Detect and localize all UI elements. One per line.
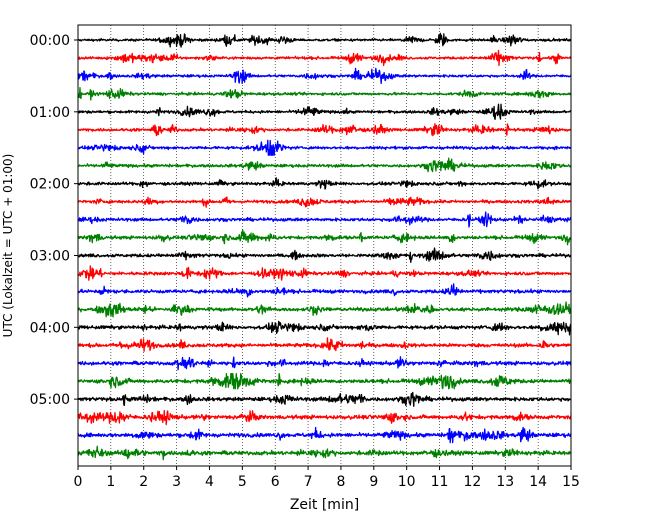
x-tick-label-11: 11 (431, 474, 449, 490)
x-tick-label-6: 6 (271, 474, 280, 490)
y-tick-label-0100: 01:00 (30, 105, 70, 121)
x-axis-label: Zeit [min] (290, 497, 359, 513)
x-tick-label-10: 10 (398, 474, 416, 490)
trace-0330 (77, 283, 572, 298)
trace-0200 (77, 177, 572, 190)
y-tick-label-0400: 04:00 (30, 320, 70, 336)
y-tick-label-0000: 00:00 (30, 33, 70, 49)
trace-0130 (77, 139, 572, 156)
trace-0245 (77, 229, 572, 246)
y-tick-label-0300: 03:00 (30, 248, 70, 264)
trace-0230 (77, 211, 572, 228)
x-axis-ticks: 0 1 2 3 4 5 6 7 8 9 10 11 12 13 14 15 (74, 466, 580, 490)
trace-0215 (77, 196, 572, 208)
trace-0015 (77, 49, 572, 67)
x-tick-label-3: 3 (172, 474, 181, 490)
trace-0100 (77, 103, 572, 120)
y-tick-label-0200: 02:00 (30, 177, 70, 193)
trace-0030 (77, 67, 572, 85)
trace-0500 (77, 391, 572, 407)
trace-0400 (77, 320, 572, 336)
trace-0315 (77, 265, 572, 281)
x-tick-label-14: 14 (529, 474, 547, 490)
trace-0430 (77, 356, 572, 371)
x-tick-label-8: 8 (336, 474, 345, 490)
x-tick-label-9: 9 (369, 474, 378, 490)
x-tick-label-5: 5 (238, 474, 247, 490)
x-tick-label-13: 13 (496, 474, 514, 490)
x-tick-label-1: 1 (106, 474, 115, 490)
x-tick-label-4: 4 (205, 474, 214, 490)
trace-0145 (77, 157, 572, 173)
trace-0530 (77, 426, 572, 444)
trace-0415 (77, 337, 572, 352)
trace-layer (77, 32, 572, 461)
y-axis-ticks: 00:00 01:00 02:00 03:00 04:00 05:00 (30, 33, 78, 408)
y-tick-label-0500: 05:00 (30, 392, 70, 408)
x-tick-label-2: 2 (139, 474, 148, 490)
trace-0445 (77, 373, 572, 390)
trace-0115 (77, 123, 572, 137)
trace-0000 (77, 32, 572, 48)
trace-0345 (77, 301, 572, 318)
trace-0045 (77, 87, 572, 101)
x-tick-label-7: 7 (304, 474, 313, 490)
trace-0515 (77, 410, 572, 426)
x-tick-label-12: 12 (463, 474, 481, 490)
trace-0545 (77, 445, 572, 461)
plot-frame (77, 24, 572, 467)
x-tick-label-15: 15 (562, 474, 580, 490)
trace-0300 (77, 247, 572, 263)
y-axis-label: UTC (Lokalzeit = UTC + 01:00) (1, 154, 15, 338)
x-tick-label-0: 0 (74, 474, 83, 490)
